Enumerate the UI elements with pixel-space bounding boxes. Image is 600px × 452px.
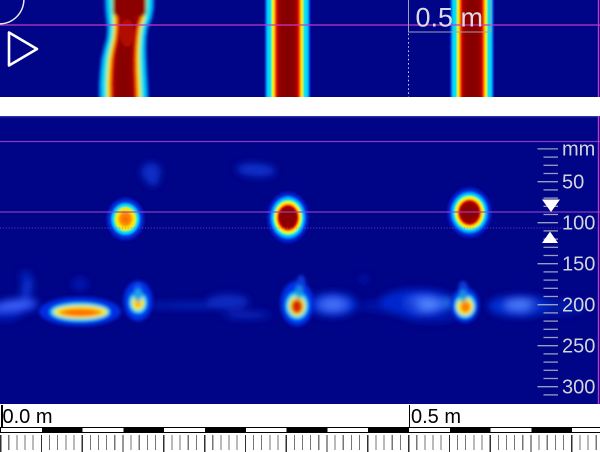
- svg-text:300: 300: [562, 377, 595, 399]
- svg-text:150: 150: [562, 254, 595, 276]
- svg-text:100: 100: [562, 213, 595, 235]
- svg-text:mm: mm: [562, 139, 595, 161]
- svg-text:250: 250: [562, 336, 595, 358]
- svg-text:0.5 m: 0.5 m: [416, 3, 484, 33]
- svg-text:50: 50: [562, 172, 584, 194]
- svg-text:200: 200: [562, 295, 595, 317]
